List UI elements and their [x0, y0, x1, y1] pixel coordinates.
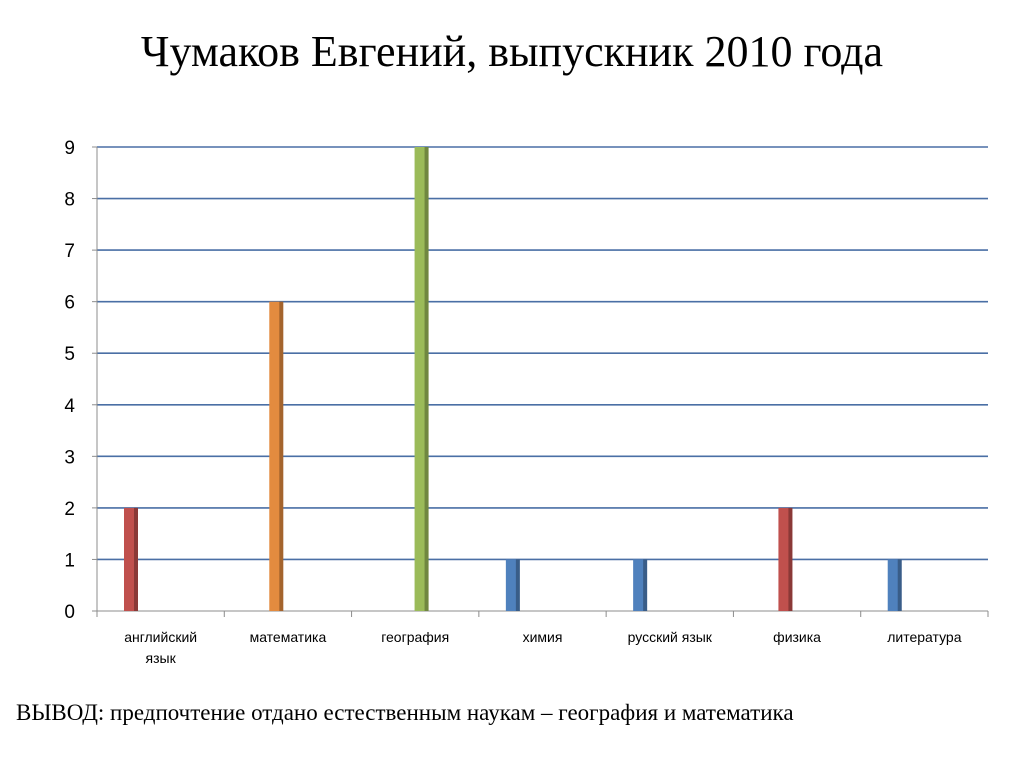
x-category-label: физика — [773, 629, 821, 645]
y-tick-label: 8 — [64, 190, 75, 211]
bar — [124, 507, 138, 611]
x-category-label: английский язык — [124, 629, 197, 666]
bar-shade — [897, 559, 902, 611]
bar — [414, 147, 429, 611]
y-tick-label: 0 — [64, 602, 75, 623]
y-tick-label: 9 — [64, 138, 75, 159]
bar-shade — [424, 147, 429, 611]
x-category-label: русский язык — [628, 629, 713, 645]
bar-shade — [515, 559, 520, 611]
y-tick-label: 7 — [64, 241, 75, 262]
x-category-label: география — [381, 629, 449, 645]
bar-shade — [788, 507, 793, 611]
y-tick-label: 2 — [64, 499, 75, 520]
x-category-label: литература — [887, 629, 961, 645]
chart-title: Чумаков Евгений, выпускник 2010 года — [140, 27, 884, 76]
bar-shade — [134, 507, 138, 611]
y-tick-label: 4 — [64, 396, 75, 417]
bar — [505, 559, 520, 611]
y-tick-label: 5 — [64, 344, 75, 365]
y-tick-label: 3 — [64, 447, 75, 468]
bar — [778, 507, 793, 611]
bar-shade — [643, 559, 648, 611]
bar-chart: 0 1 2 3 4 5 6 7 8 9 английский язык математика геогра… — [64, 138, 989, 666]
y-tick-label: 6 — [64, 293, 75, 314]
bar-body — [887, 559, 902, 611]
bar — [633, 559, 648, 611]
bar-body — [269, 301, 284, 611]
bar-body — [633, 559, 648, 611]
conclusion-text: ВЫВОД: предпочтение отдано естественным … — [16, 700, 794, 725]
bar-body — [124, 507, 138, 611]
bar — [269, 301, 284, 611]
bar-body — [414, 147, 429, 611]
bar-body — [505, 559, 520, 611]
bar — [887, 559, 902, 611]
bar-shade — [279, 301, 284, 611]
y-tick-label: 1 — [64, 550, 75, 571]
x-category-label: математика — [250, 629, 327, 645]
bar-body — [778, 507, 793, 611]
x-category-label: химия — [523, 629, 563, 645]
